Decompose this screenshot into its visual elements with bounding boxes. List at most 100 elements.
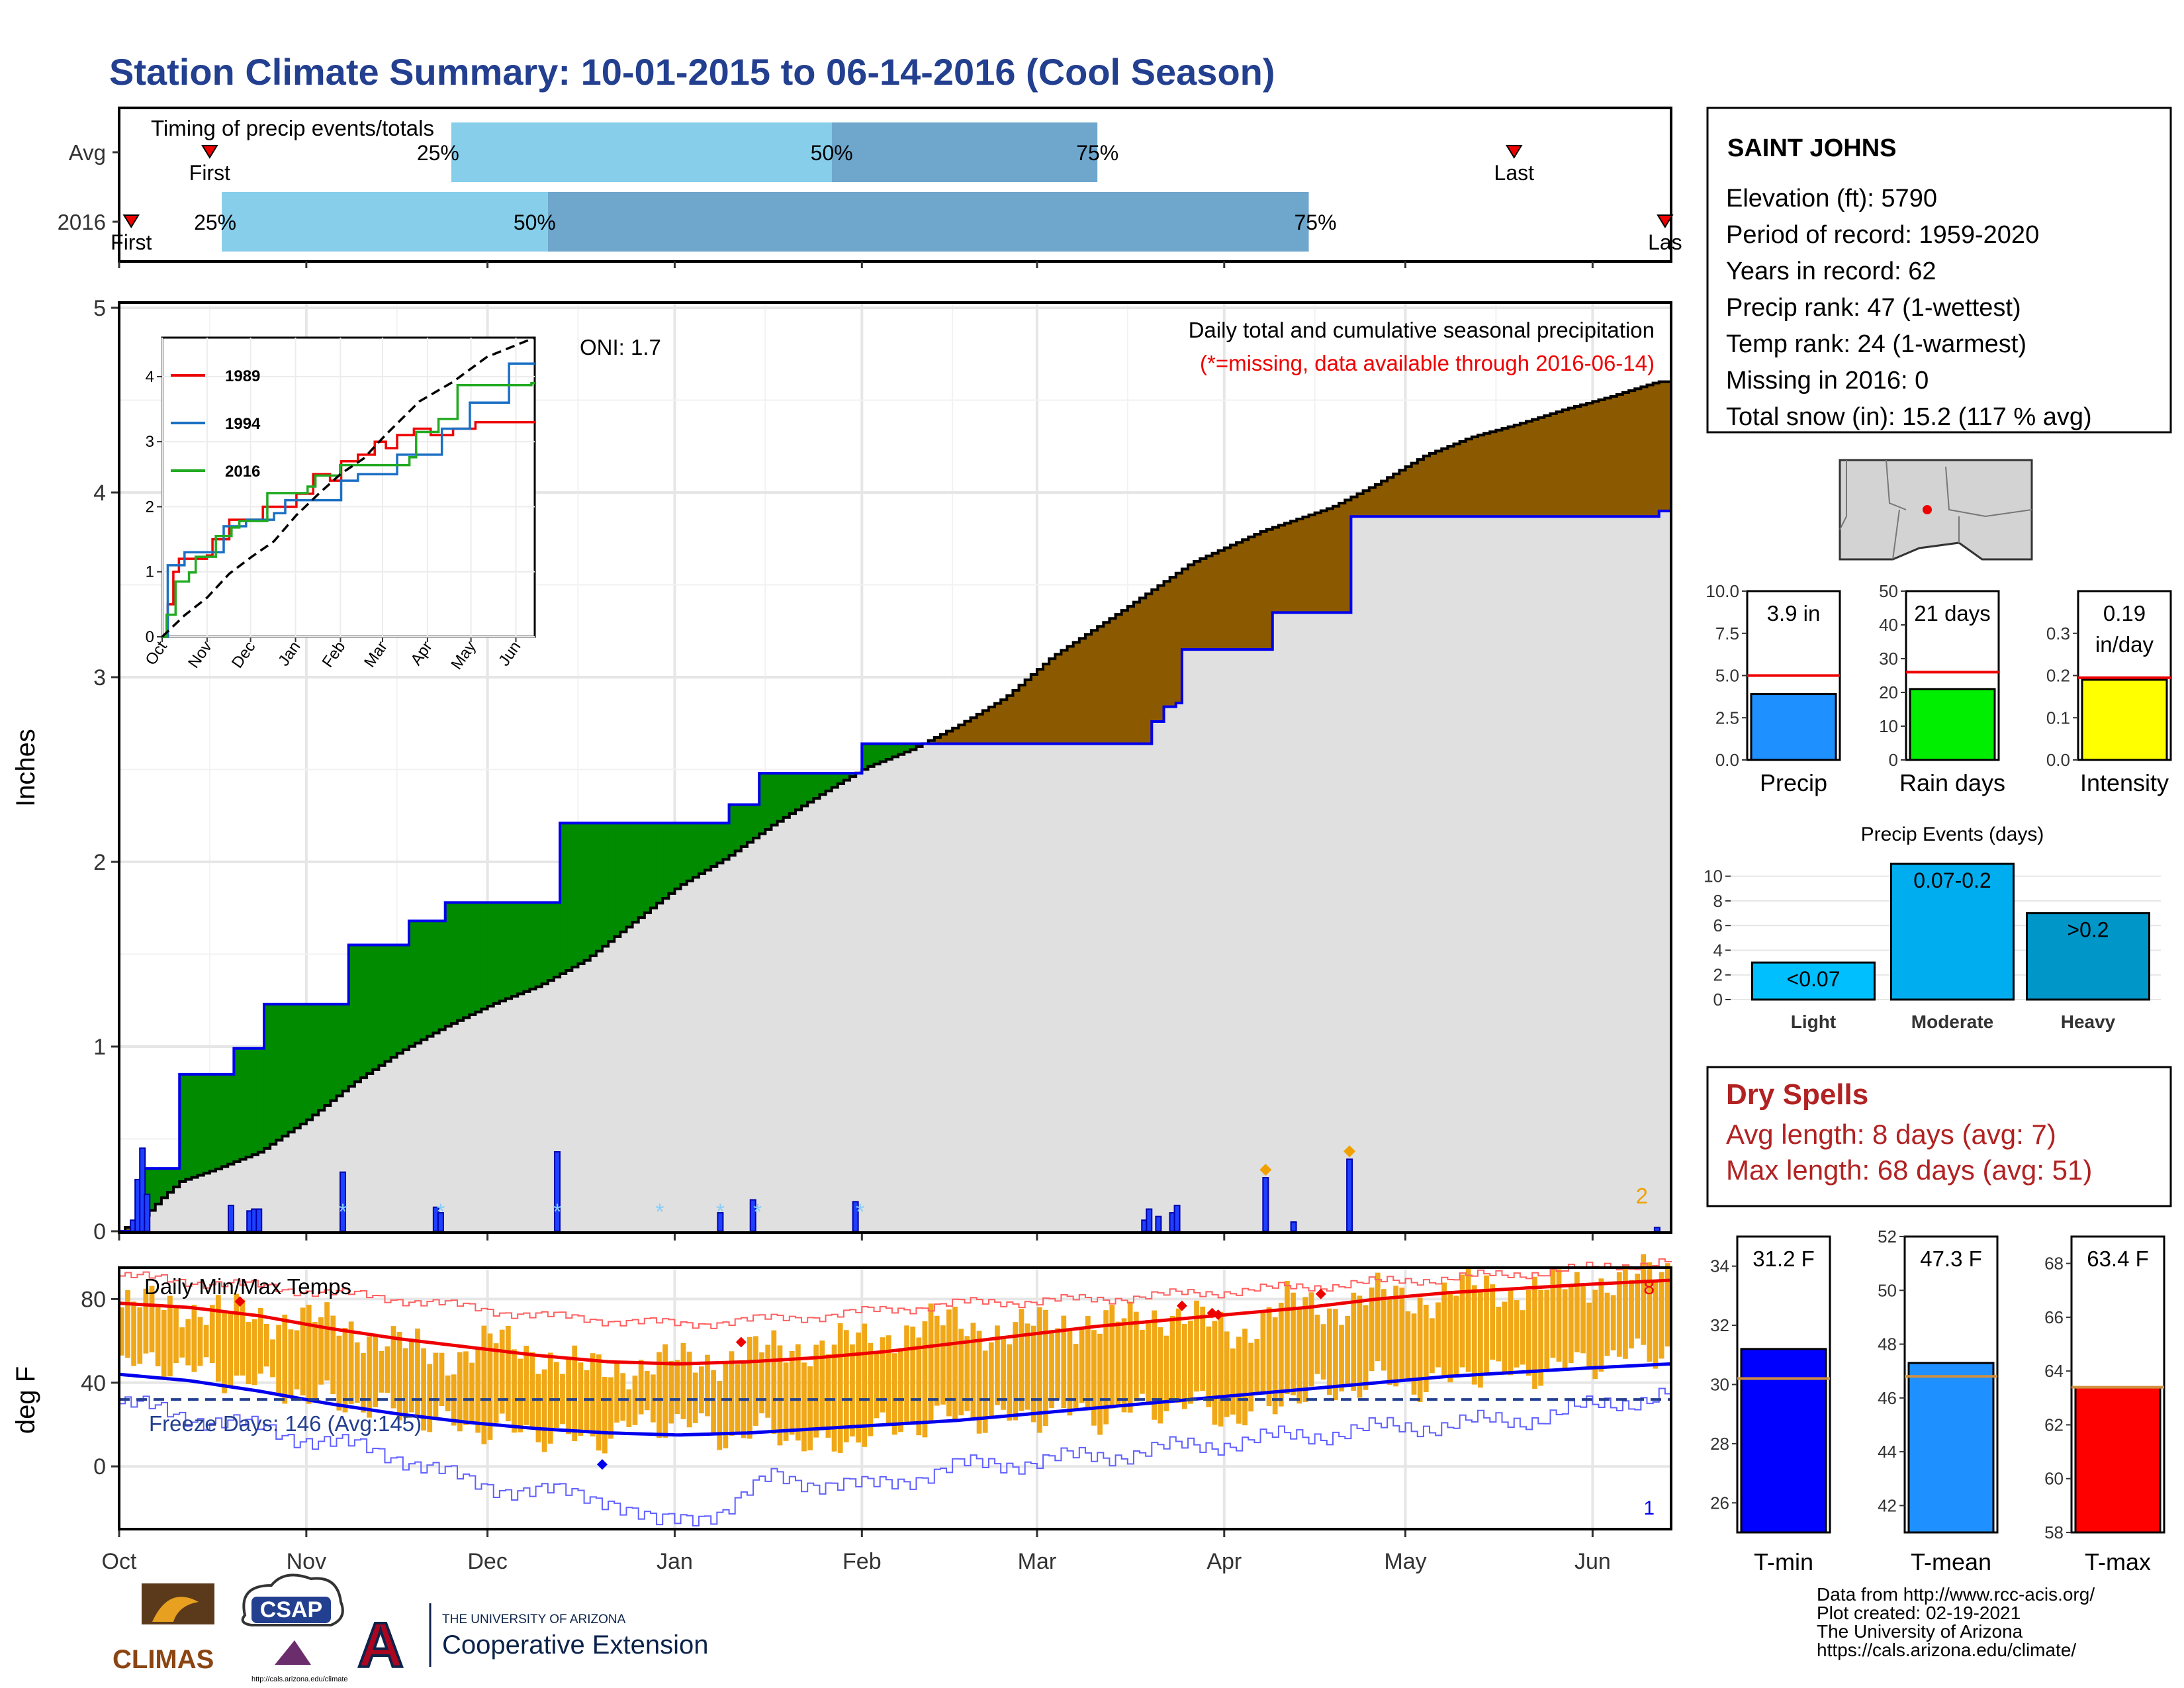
deficit-area-day (1508, 426, 1515, 517)
deficit-area-day (1550, 413, 1557, 517)
surplus-area-day (729, 804, 736, 856)
daily-temp-range-bar (294, 1330, 300, 1389)
surplus-area-day (379, 945, 386, 1066)
precip-ytick-label-2: 2 (93, 850, 106, 875)
deficit-area-day (1453, 444, 1461, 517)
surplus-area-day (493, 902, 500, 1004)
surplus-area-day (330, 1004, 338, 1101)
seasonal-base-area (119, 510, 1671, 1231)
last-event-marker-1 (1657, 214, 1674, 228)
daily-temp-range-bar (518, 1358, 523, 1432)
daily-temp-range-bar (191, 1305, 197, 1372)
csap-badge (251, 1597, 331, 1623)
daily-temp-range-bar (379, 1350, 385, 1393)
daily-temp-range-bar (813, 1344, 819, 1438)
surplus-area-day (862, 743, 869, 770)
daily-temp-range-bar (1169, 1315, 1175, 1401)
surplus-area-day (747, 804, 754, 843)
daily-temp-range-bar (553, 1362, 559, 1428)
surplus-area-day (499, 902, 506, 1002)
snow-marker-2: * (553, 1199, 561, 1225)
events-value-label-light: <0.07 (1787, 967, 1841, 991)
surplus-area-day (735, 804, 742, 851)
snow-marker-4: * (716, 1199, 725, 1225)
deficit-area-day (1181, 569, 1189, 650)
surplus-area-day (173, 1168, 180, 1188)
deficit-area-day (982, 710, 989, 744)
daily-temp-range-bar (1345, 1315, 1351, 1385)
daily-temp-range-bar (843, 1330, 849, 1442)
surplus-area-day (819, 773, 827, 795)
precip-series: 0 1 2 3 4 5 * * * * * * * (93, 296, 1672, 1244)
surplus-area-day (427, 921, 434, 1037)
deficit-area-day (1369, 487, 1376, 517)
daily-temp-range-bar (312, 1322, 318, 1399)
inset-legend-label-2016: 2016 (225, 463, 260, 481)
daily-temp-range-bar (131, 1301, 137, 1366)
daily-temp-range-bar (415, 1329, 420, 1419)
daily-temp-range-bar (868, 1342, 874, 1436)
surplus-area-day (723, 823, 730, 860)
credit-line-1: Data from http://www.rcc-acis.org/ (1817, 1584, 2095, 1605)
surplus-area-day (886, 743, 893, 759)
surplus-area-day (868, 743, 875, 767)
daily-temp-range-bar (1019, 1309, 1024, 1411)
surplus-area-day (415, 921, 422, 1043)
events-category-label-moderate: Moderate (1911, 1011, 1993, 1032)
temp-panel: 0 40 80 Daily Min/Max Temps Freeze Days: 1… (11, 1254, 1672, 1574)
daily-temp-range-bar (487, 1333, 493, 1440)
daily-temp-range-bar (922, 1321, 928, 1438)
deficit-area-day (1224, 547, 1231, 650)
daily-temp-range-bar (880, 1337, 886, 1413)
daily-temp-range-bar (529, 1352, 535, 1428)
station-name: SAINT JOHNS (1727, 134, 1896, 162)
events-ytick-label-1: 2 (1713, 965, 1723, 985)
surplus-area-day (228, 1074, 234, 1164)
tbar-bar-2 (2074, 1386, 2161, 1534)
daily-temp-range-bar (1206, 1326, 1212, 1407)
temp-ytick-label-2: 80 (81, 1287, 106, 1312)
surplus-area-day (608, 823, 615, 942)
daily-temp-range-bar (1073, 1344, 1079, 1411)
deficit-area-day (1381, 481, 1388, 517)
surplus-area-day (306, 1004, 313, 1120)
daily-temp-range-bar (680, 1342, 686, 1419)
deficit-area-day (1580, 404, 1587, 517)
surplus-area-day (215, 1074, 222, 1169)
deficit-area-day (1604, 398, 1612, 517)
inset-legend-label-1994: 1994 (225, 415, 261, 433)
tbar-bar-0 (1740, 1348, 1827, 1534)
pbar-bar-0 (1750, 693, 1837, 761)
deficit-area-day (1351, 496, 1358, 517)
record-high-line (119, 1258, 1672, 1329)
daily-precip-bar-7 (255, 1208, 263, 1233)
tbar-category-label-1: T-mean (1911, 1548, 1991, 1575)
events-bar-light (1751, 961, 1876, 1001)
tbar-ytick-label-0-4: 34 (1710, 1256, 1729, 1276)
surplus-area-day (143, 1168, 150, 1215)
tbar-ytick-label-1-2: 46 (1878, 1388, 1897, 1408)
daily-temp-range-bar (336, 1335, 342, 1411)
timing-panel: Timing of precip events/totals 25% 50% 75%… (58, 107, 1682, 268)
daily-temp-range-bar (1574, 1272, 1580, 1352)
daily-temp-range-bar (1242, 1329, 1248, 1426)
daily-temp-range-bar (421, 1348, 426, 1431)
deficit-area-day (1073, 642, 1080, 744)
station-detail-line-1: Period of record: 1959-2020 (1726, 221, 2039, 249)
surplus-area-day (535, 902, 543, 987)
deficit-area-day (1158, 585, 1165, 722)
surplus-area-day (783, 773, 790, 818)
daily-temp-range-bar (318, 1317, 324, 1385)
surplus-area-day (831, 773, 839, 788)
pbar-category-label-0: Precip (1760, 769, 1827, 796)
deficit-area-day (1049, 659, 1056, 744)
daily-temp-range-bar (807, 1366, 813, 1450)
precip-ytick-label-5: 5 (93, 296, 106, 321)
deficit-area-day (1664, 381, 1672, 511)
events-bar-moderate (1890, 863, 2015, 1001)
credit-line-2: Plot created: 02-19-2021 (1817, 1603, 2021, 1623)
daily-temp-range-bar (1532, 1276, 1537, 1389)
deficit-area-day (1616, 394, 1623, 517)
daily-temp-range-bar (445, 1375, 451, 1411)
